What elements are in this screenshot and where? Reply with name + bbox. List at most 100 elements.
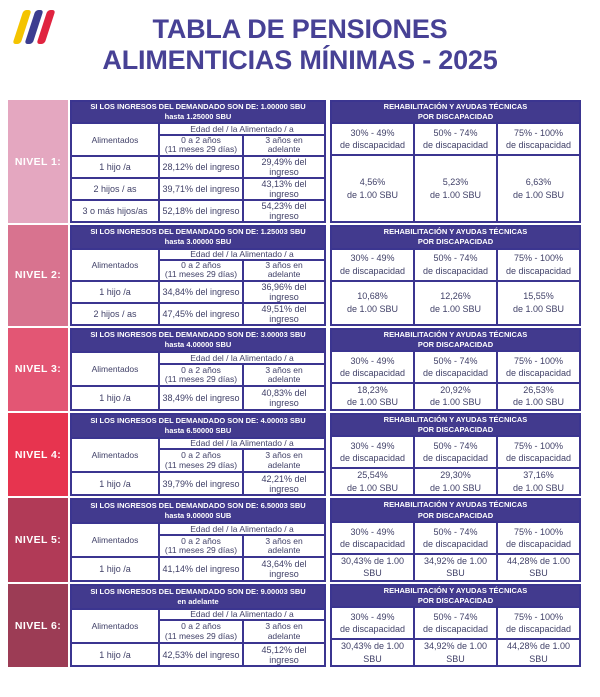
disability-value-75-100: 44,28% de 1.00 SBU bbox=[496, 552, 581, 582]
children-count-label: 3 o más hijos/as bbox=[70, 199, 160, 224]
disability-value-30-49: 18,23% de 1.00 SBU bbox=[330, 381, 415, 411]
level-tables: SI LOS INGRESOS DEL DEMANDADO SON DE: 1.… bbox=[70, 99, 581, 224]
children-count-label: 1 hijo /a bbox=[70, 470, 160, 497]
income-range-header: SI LOS INGRESOS DEL DEMANDADO SON DE: 4.… bbox=[70, 412, 326, 439]
disability-range-75-100-header: 75% - 100% de discapacidad bbox=[496, 349, 581, 384]
disability-value-50-74: 29,30% de 1.00 SBU bbox=[413, 467, 498, 497]
disability-value-30-49: 30,43% de 1.00 SBU bbox=[330, 638, 415, 668]
disability-range-75-100-header: 75% - 100% de discapacidad bbox=[496, 247, 581, 282]
level-tables: SI LOS INGRESOS DEL DEMANDADO SON DE: 4.… bbox=[70, 412, 581, 497]
disability-range-50-74-header: 50% - 74% de discapacidad bbox=[413, 349, 498, 384]
age-column-3plus-header: 3 años en adelante bbox=[242, 448, 326, 473]
level-label-text: NIVEL 6: bbox=[14, 619, 62, 632]
disability-value-75-100: 26,53% de 1.00 SBU bbox=[496, 381, 581, 411]
page-title-line1: TABLA DE PENSIONES bbox=[152, 14, 448, 44]
income-table: SI LOS INGRESOS DEL DEMANDADO SON DE: 1.… bbox=[70, 225, 326, 326]
disability-value-30-49: 10,68% de 1.00 SBU bbox=[330, 279, 415, 326]
disability-table: REHABILITACIÓN Y AYUDAS TÉCNICAS POR DIS… bbox=[330, 225, 581, 326]
level-label: NIVEL 1: bbox=[8, 100, 68, 224]
level-label: NIVEL 4: bbox=[8, 412, 68, 497]
edad-header: Edad del / la Alimentado / a bbox=[158, 607, 326, 622]
edad-header: Edad del / la Alimentado / a bbox=[158, 247, 326, 261]
disability-range-30-49-header: 30% - 49% de discapacidad bbox=[330, 247, 415, 282]
disability-range-50-74-header: 50% - 74% de discapacidad bbox=[413, 122, 498, 157]
disability-range-50-74-header: 50% - 74% de discapacidad bbox=[413, 247, 498, 282]
age-column-0-2-header: 0 a 2 años (11 meses 29 días) bbox=[158, 619, 244, 644]
alimentados-header: Alimentados bbox=[70, 351, 160, 388]
level-section: NIVEL 3: SI LOS INGRESOS DEL DEMANDADO S… bbox=[8, 327, 600, 411]
level-label-text: NIVEL 4: bbox=[14, 448, 62, 461]
children-count-label: 1 hijo /a bbox=[70, 641, 160, 668]
disability-value-75-100: 15,55% de 1.00 SBU bbox=[496, 279, 581, 326]
alimentados-row: 2 hijos / as 39,71% del ingreso 43,13% d… bbox=[70, 176, 326, 202]
pension-value-3plus: 43,64% del ingreso bbox=[242, 556, 326, 582]
disability-range-30-49-header: 30% - 49% de discapacidad bbox=[330, 520, 415, 555]
rehab-header: REHABILITACIÓN Y AYUDAS TÉCNICAS POR DIS… bbox=[330, 99, 581, 125]
level-label: NIVEL 2: bbox=[8, 225, 68, 326]
alimentados-header: Alimentados bbox=[70, 436, 160, 473]
edad-header: Edad del / la Alimentado / a bbox=[158, 351, 326, 365]
disability-range-50-74-header: 50% - 74% de discapacidad bbox=[413, 435, 498, 470]
age-column-3plus-header: 3 años en adelante bbox=[242, 533, 326, 559]
income-table: SI LOS INGRESOS DEL DEMANDADO SON DE: 1.… bbox=[70, 99, 326, 224]
disability-value-75-100: 6,63% de 1.00 SBU bbox=[496, 154, 581, 224]
level-tables: SI LOS INGRESOS DEL DEMANDADO SON DE: 6.… bbox=[70, 498, 581, 582]
income-range-header: SI LOS INGRESOS DEL DEMANDADO SON DE: 1.… bbox=[70, 225, 326, 250]
children-count-label: 2 hijos / as bbox=[70, 301, 160, 326]
children-count-label: 1 hijo /a bbox=[70, 279, 160, 304]
edad-header: Edad del / la Alimentado / a bbox=[158, 436, 326, 451]
alimentados-row: 1 hijo /a 41,14% del ingreso 43,64% del … bbox=[70, 556, 326, 582]
disability-table: REHABILITACIÓN Y AYUDAS TÉCNICAS POR DIS… bbox=[330, 583, 581, 668]
edad-header: Edad del / la Alimentado / a bbox=[158, 522, 326, 536]
rehab-header: REHABILITACIÓN Y AYUDAS TÉCNICAS POR DIS… bbox=[330, 225, 581, 250]
disability-value-30-49: 25,54% de 1.00 SBU bbox=[330, 467, 415, 497]
level-label-text: NIVEL 3: bbox=[14, 363, 62, 376]
disability-range-30-49-header: 30% - 49% de discapacidad bbox=[330, 435, 415, 470]
disability-range-50-74-header: 50% - 74% de discapacidad bbox=[413, 520, 498, 555]
disability-value-50-74: 20,92% de 1.00 SBU bbox=[413, 381, 498, 411]
disability-value-50-74: 34,92% de 1.00 SBU bbox=[413, 552, 498, 582]
level-label-text: NIVEL 2: bbox=[14, 269, 62, 282]
income-range-header: SI LOS INGRESOS DEL DEMANDADO SON DE: 6.… bbox=[70, 498, 326, 525]
level-section: NIVEL 4: SI LOS INGRESOS DEL DEMANDADO S… bbox=[8, 412, 600, 497]
pension-value-0-2: 39,79% del ingreso bbox=[158, 470, 244, 497]
rehab-header: REHABILITACIÓN Y AYUDAS TÉCNICAS POR DIS… bbox=[330, 412, 581, 438]
page-title: TABLA DE PENSIONES ALIMENTICIAS MÍNIMAS -… bbox=[0, 14, 600, 76]
age-column-3plus-header: 3 años en adelante bbox=[242, 258, 326, 282]
children-count-label: 1 hijo /a bbox=[70, 154, 160, 179]
age-column-0-2-header: 0 a 2 años (11 meses 29 días) bbox=[158, 533, 244, 559]
disability-table: REHABILITACIÓN Y AYUDAS TÉCNICAS POR DIS… bbox=[330, 498, 581, 582]
disability-value-50-74: 5,23% de 1.00 SBU bbox=[413, 154, 498, 224]
disability-value-30-49: 30,43% de 1.00 SBU bbox=[330, 552, 415, 582]
age-column-3plus-header: 3 años en adelante bbox=[242, 133, 326, 157]
disability-table: REHABILITACIÓN Y AYUDAS TÉCNICAS POR DIS… bbox=[330, 99, 581, 224]
alimentados-row: 1 hijo /a 38,49% del ingreso 40,83% del … bbox=[70, 385, 326, 411]
level-label: NIVEL 3: bbox=[8, 327, 68, 411]
alimentados-header: Alimentados bbox=[70, 247, 160, 282]
disability-range-75-100-header: 75% - 100% de discapacidad bbox=[496, 122, 581, 157]
age-column-0-2-header: 0 a 2 años (11 meses 29 días) bbox=[158, 448, 244, 473]
income-table: SI LOS INGRESOS DEL DEMANDADO SON DE: 9.… bbox=[70, 583, 326, 668]
pension-value-0-2: 39,71% del ingreso bbox=[158, 176, 244, 202]
pension-value-3plus: 54,23% del ingreso bbox=[242, 199, 326, 224]
alimentados-row: 2 hijos / as 47,45% del ingreso 49,51% d… bbox=[70, 301, 326, 326]
pension-value-3plus: 36,96% del ingreso bbox=[242, 279, 326, 304]
gobierno-logo bbox=[12, 10, 56, 44]
alimentados-row: 1 hijo /a 42,53% del ingreso 45,12% del … bbox=[70, 641, 326, 668]
pension-value-0-2: 38,49% del ingreso bbox=[158, 385, 244, 411]
income-table: SI LOS INGRESOS DEL DEMANDADO SON DE: 4.… bbox=[70, 412, 326, 497]
pension-value-0-2: 28,12% del ingreso bbox=[158, 154, 244, 179]
disability-range-75-100-header: 75% - 100% de discapacidad bbox=[496, 435, 581, 470]
pension-value-0-2: 34,84% del ingreso bbox=[158, 279, 244, 304]
pension-value-3plus: 40,83% del ingreso bbox=[242, 385, 326, 411]
children-count-label: 2 hijos / as bbox=[70, 176, 160, 202]
edad-header: Edad del / la Alimentado / a bbox=[158, 122, 326, 136]
disability-value-50-74: 12,26% de 1.00 SBU bbox=[413, 279, 498, 326]
disability-range-30-49-header: 30% - 49% de discapacidad bbox=[330, 349, 415, 384]
level-section: NIVEL 1: SI LOS INGRESOS DEL DEMANDADO S… bbox=[8, 99, 600, 224]
disability-value-50-74: 34,92% de 1.00 SBU bbox=[413, 638, 498, 668]
children-count-label: 1 hijo /a bbox=[70, 556, 160, 582]
pension-value-3plus: 42,21% del ingreso bbox=[242, 470, 326, 497]
age-column-0-2-header: 0 a 2 años (11 meses 29 días) bbox=[158, 362, 244, 388]
